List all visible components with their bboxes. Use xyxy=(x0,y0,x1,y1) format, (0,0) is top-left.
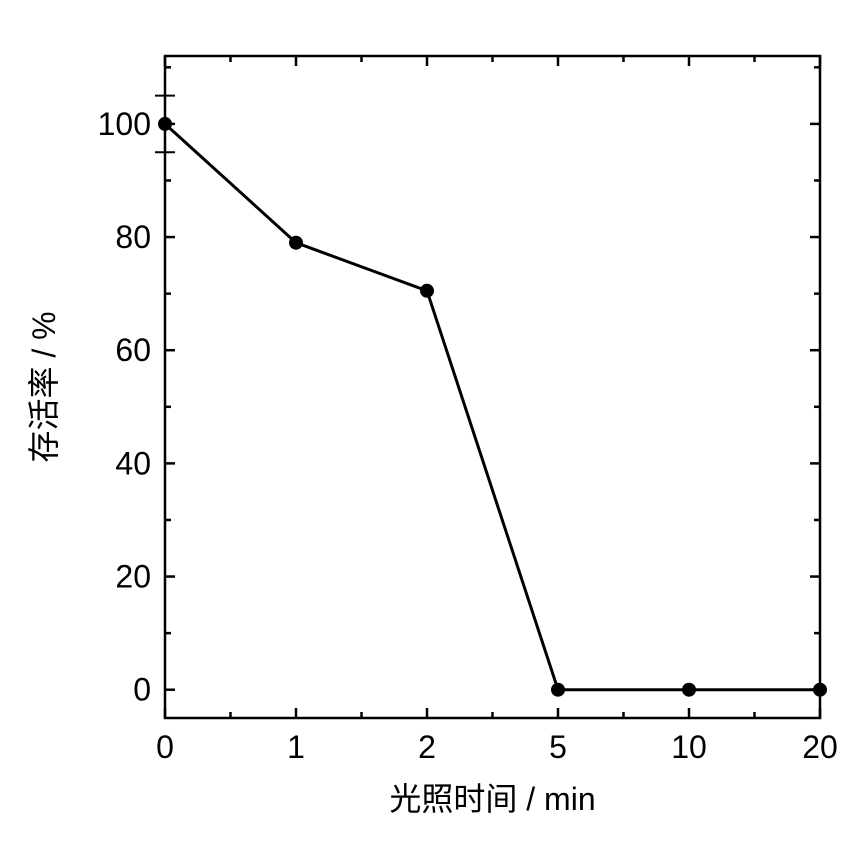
data-marker xyxy=(813,683,827,697)
x-axis-label: 光照时间 / min xyxy=(389,781,595,817)
survival-chart: 0 1 2 5 10 20 0 20 40 60 80 100 光照时间 / min 存活率 / % xyxy=(0,0,848,852)
y-tick-label: 80 xyxy=(115,219,151,255)
y-tick-label: 0 xyxy=(133,672,151,708)
y-tick-label: 20 xyxy=(115,559,151,595)
x-tick-label: 10 xyxy=(671,729,707,765)
data-marker xyxy=(420,284,434,298)
x-tick-label: 0 xyxy=(156,729,174,765)
x-tick-label: 5 xyxy=(549,729,567,765)
data-marker xyxy=(551,683,565,697)
y-axis-label: 存活率 / % xyxy=(26,311,62,462)
y-tick-label: 60 xyxy=(115,332,151,368)
y-tick-label: 40 xyxy=(115,445,151,481)
y-tick-label: 100 xyxy=(98,106,151,142)
data-marker xyxy=(289,236,303,250)
chart-container: 0 1 2 5 10 20 0 20 40 60 80 100 光照时间 / min 存活率 / % xyxy=(0,0,848,852)
x-tick-label: 1 xyxy=(287,729,305,765)
data-marker xyxy=(682,683,696,697)
x-tick-label: 20 xyxy=(802,729,838,765)
x-tick-label: 2 xyxy=(418,729,436,765)
data-marker xyxy=(158,117,172,131)
